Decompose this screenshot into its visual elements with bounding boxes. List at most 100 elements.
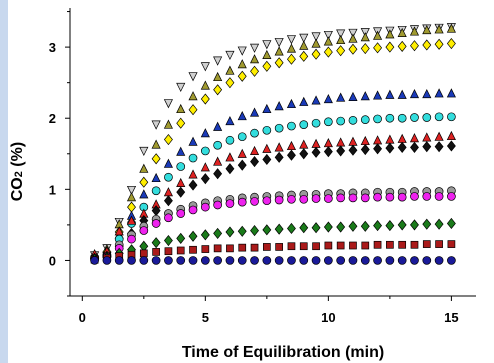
data-point — [262, 125, 272, 135]
data-point — [114, 256, 124, 265]
data-point — [139, 249, 148, 258]
x-tick-label: 5 — [202, 310, 209, 325]
data-point — [250, 128, 259, 138]
data-point — [188, 230, 198, 242]
data-point — [422, 256, 432, 265]
data-point — [237, 256, 247, 265]
data-point — [299, 96, 309, 106]
data-point — [262, 49, 272, 59]
data-point — [213, 56, 223, 66]
data-point — [176, 232, 186, 244]
data-point — [373, 256, 382, 265]
x-tick-label: 15 — [444, 310, 458, 325]
tick-labels: 0 1 2 3 0 5 10 15 — [49, 40, 459, 325]
data-point — [249, 54, 260, 64]
y-axis-title-main: CO — [9, 177, 26, 201]
data-point — [262, 103, 272, 114]
data-point — [348, 220, 358, 232]
data-point — [360, 135, 370, 146]
data-point — [434, 88, 444, 98]
data-point — [348, 193, 358, 203]
data-point — [373, 143, 383, 155]
data-point — [250, 243, 259, 252]
y-tick-label: 3 — [49, 40, 56, 55]
data-point — [126, 185, 137, 196]
data-point — [200, 146, 210, 156]
data-point — [262, 224, 272, 236]
data-point — [225, 163, 235, 175]
data-point — [434, 131, 444, 141]
data-point — [311, 118, 321, 128]
data-point — [397, 113, 407, 123]
data-point — [336, 45, 346, 57]
data-point — [274, 123, 284, 133]
data-point — [164, 247, 173, 256]
data-point — [274, 223, 284, 235]
data-point — [348, 91, 358, 101]
data-point — [274, 46, 284, 56]
data-point — [336, 256, 346, 265]
data-point — [188, 179, 198, 191]
data-point — [447, 256, 456, 265]
data-point — [274, 101, 284, 111]
data-point — [188, 72, 198, 82]
data-point — [200, 162, 210, 172]
data-point — [237, 111, 247, 121]
data-point — [237, 197, 247, 207]
data-point — [225, 115, 235, 126]
x-tick-label: 10 — [321, 310, 335, 325]
data-point — [225, 152, 235, 162]
data-point — [275, 243, 284, 251]
data-point — [287, 121, 296, 131]
data-point — [311, 48, 321, 60]
data-point — [385, 220, 395, 232]
data-point — [348, 144, 358, 156]
data-point — [373, 240, 382, 249]
data-point — [447, 192, 456, 201]
data-point — [360, 42, 370, 55]
data-point — [397, 133, 407, 143]
data-point — [200, 202, 210, 212]
data-point — [360, 193, 370, 203]
data-point — [336, 116, 346, 126]
data-point — [151, 120, 161, 130]
data-point — [225, 199, 235, 208]
data-point — [164, 172, 173, 182]
data-point — [385, 192, 395, 202]
data-point — [163, 99, 173, 109]
data-point — [262, 143, 272, 153]
data-point — [151, 256, 161, 265]
data-point — [238, 243, 247, 252]
data-point — [323, 138, 333, 148]
data-point — [226, 244, 234, 253]
data-point — [188, 169, 198, 179]
data-point — [262, 40, 272, 50]
data-point — [311, 256, 321, 265]
data-point — [397, 89, 407, 99]
data-point — [299, 50, 309, 62]
data-point — [188, 136, 198, 146]
data-point — [139, 189, 149, 199]
data-point — [225, 77, 235, 89]
data-point — [151, 139, 161, 149]
data-point — [373, 30, 383, 40]
data-point — [200, 173, 210, 185]
data-point — [422, 132, 432, 142]
data-point — [139, 226, 149, 235]
data-point — [323, 93, 333, 104]
data-point — [361, 241, 370, 250]
data-point — [286, 43, 297, 53]
data-point — [237, 70, 247, 82]
data-point — [200, 229, 210, 241]
data-point — [324, 241, 333, 250]
y-axis-title-sub: 2 — [13, 171, 25, 177]
data-point — [299, 33, 309, 43]
data-point — [348, 28, 358, 38]
data-point — [446, 217, 456, 230]
data-point — [397, 256, 407, 265]
data-point — [422, 218, 432, 230]
data-point — [410, 141, 419, 153]
data-point — [176, 209, 186, 218]
data-point — [176, 177, 186, 187]
data-point — [152, 248, 160, 256]
